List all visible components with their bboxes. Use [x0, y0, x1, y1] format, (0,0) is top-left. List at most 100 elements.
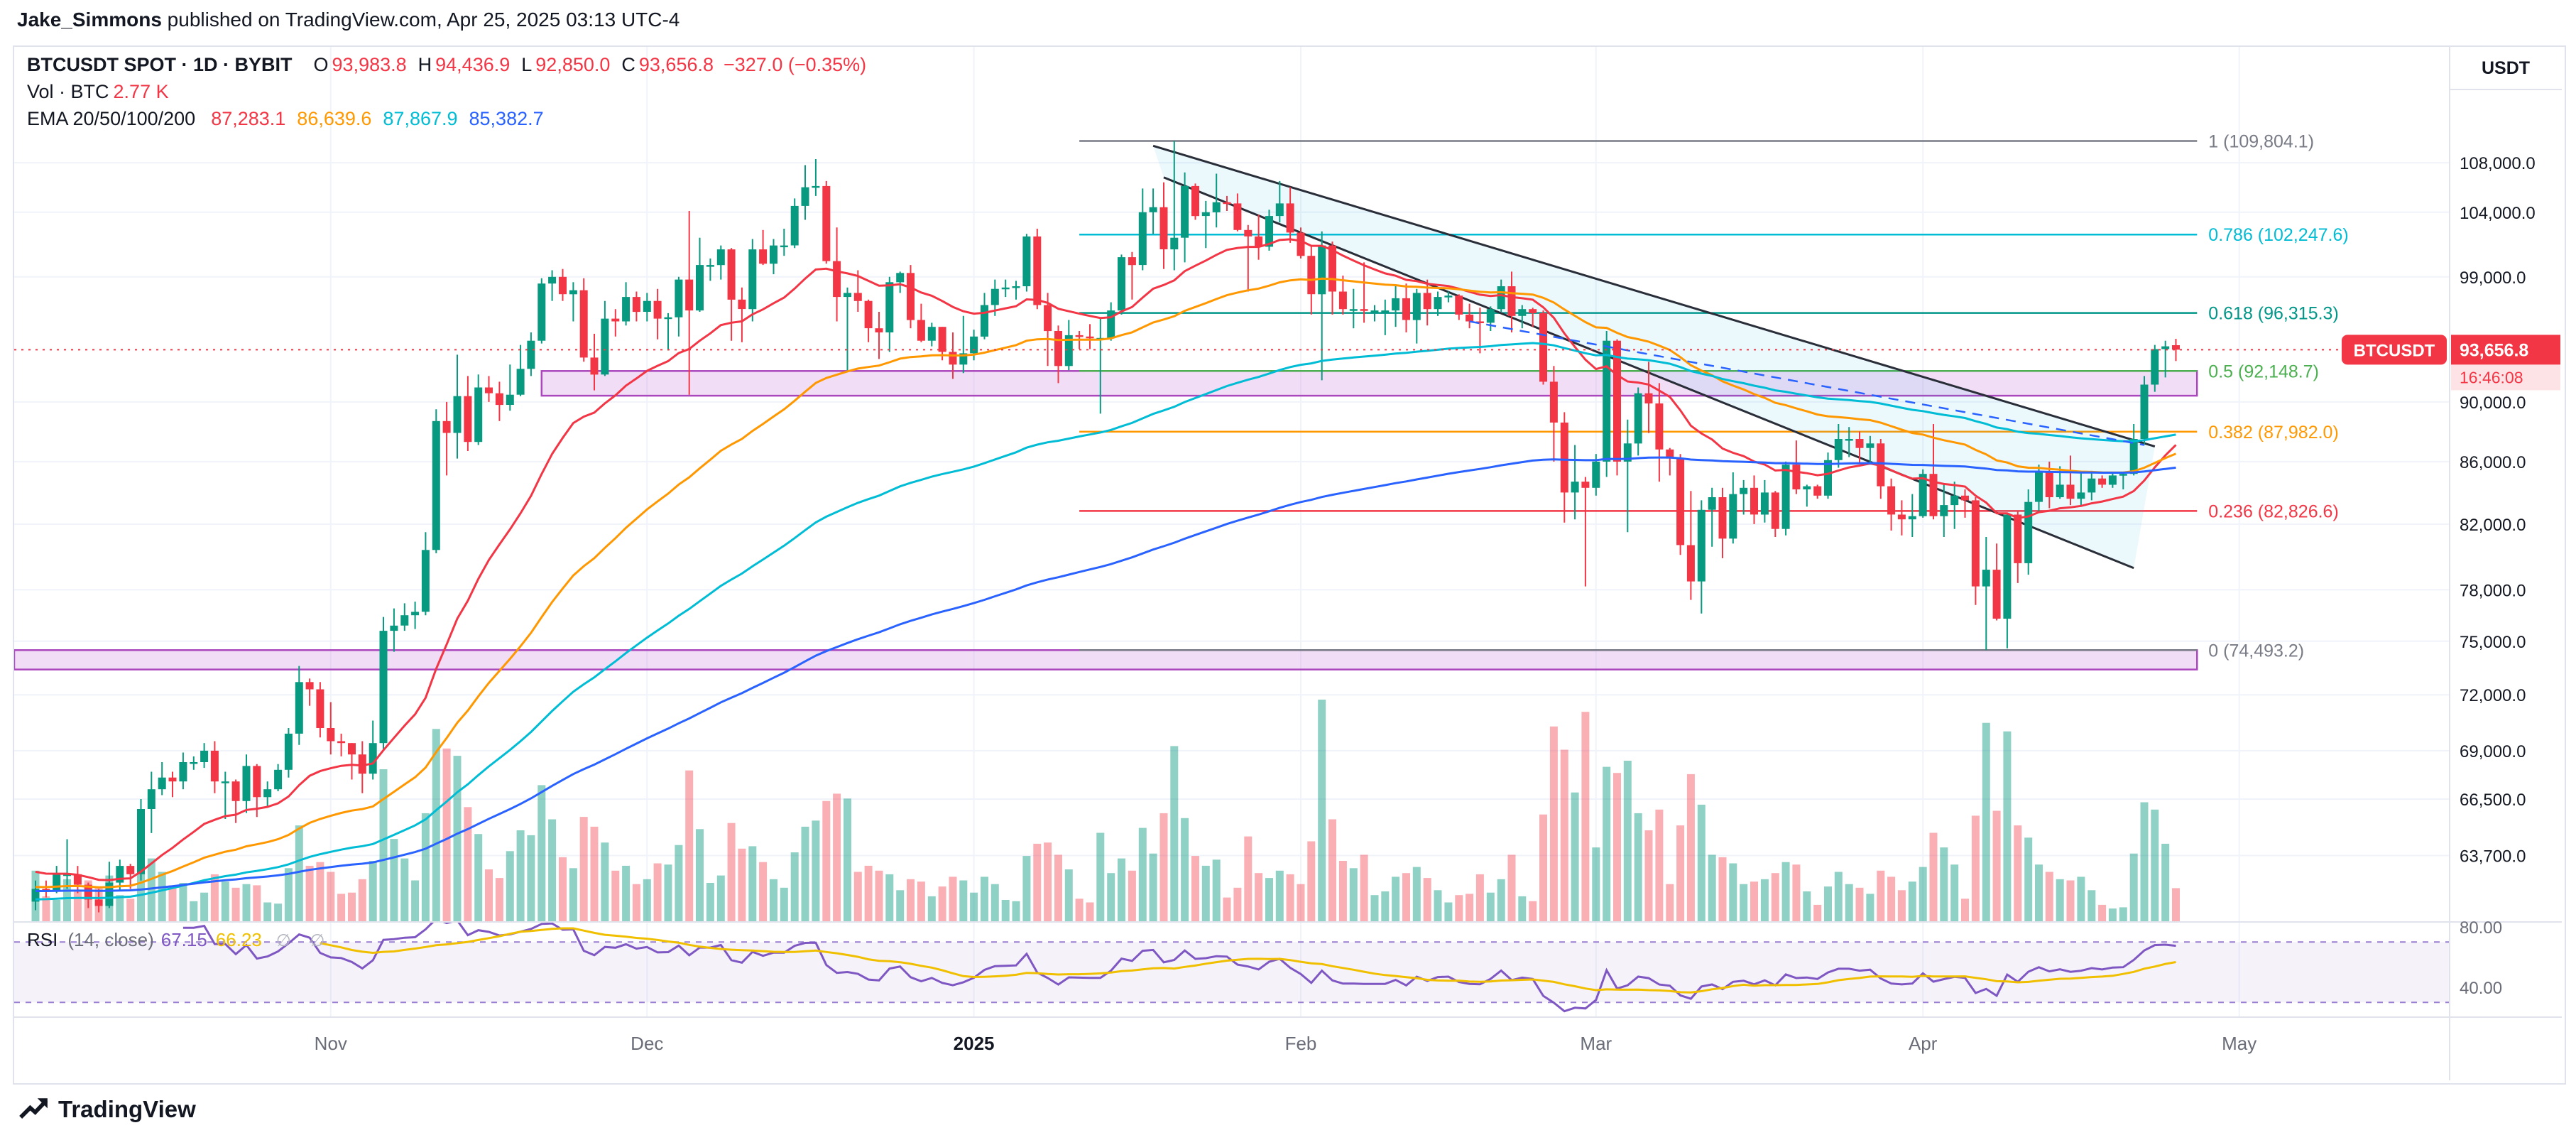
candle-body [853, 293, 862, 301]
candle-body [2151, 349, 2159, 385]
volume-bar [411, 880, 420, 922]
ema-50-line [35, 277, 2177, 889]
volume-bar [1223, 897, 1231, 922]
candle-body [390, 625, 398, 631]
candle-body [949, 352, 957, 365]
volume-bar [1349, 868, 1358, 922]
candle-body [1834, 439, 1843, 460]
candle-body [1539, 313, 1547, 382]
candle-body [632, 297, 640, 313]
volume-value: 2.77 K [113, 81, 169, 102]
legend-ema-row[interactable]: EMA 20/50/100/200 87,283.1 86,639.6 87,8… [27, 108, 866, 130]
volume-bar [738, 848, 746, 922]
candle-body [105, 882, 114, 906]
volume-bar [1623, 761, 1632, 922]
volume-bar [896, 890, 905, 922]
rsi-value: 67.15 [160, 929, 207, 950]
ema-100-line [35, 342, 2176, 901]
volume-bar [274, 903, 283, 922]
volume-bar [1760, 879, 1769, 922]
volume-bar [221, 881, 229, 922]
candle-body [337, 741, 346, 744]
candle-body [759, 249, 768, 264]
volume-bar [1086, 902, 1094, 922]
candle-body [1992, 570, 2001, 619]
volume-bar [73, 890, 82, 922]
ohlc-low-label: L [521, 54, 533, 75]
volume-bar [474, 834, 483, 922]
volume-bar [949, 876, 957, 922]
symbol-title: BTCUSDT SPOT · 1D · BYBIT [27, 54, 293, 75]
volume-bar [590, 826, 599, 922]
volume-bar [1887, 876, 1896, 922]
fib-level-label: 1 (109,804.1) [2208, 132, 2314, 152]
grid-layer [14, 47, 2450, 1017]
candle-body [221, 781, 229, 783]
legend-symbol-row[interactable]: BTCUSDT SPOT · 1D · BYBIT O 93,983.8 H 94,… [27, 54, 866, 76]
ohlc-close-label: C [621, 54, 635, 75]
candle-body [1455, 295, 1463, 315]
volume-bar [200, 892, 209, 922]
volume-bar [748, 846, 757, 922]
volume-bar [1233, 887, 1242, 922]
candle-body [1929, 474, 1938, 516]
candle-body [1181, 185, 1189, 238]
time-axis-label: 2025 [954, 1033, 995, 1054]
volume-bar [1961, 899, 1969, 922]
price-axis[interactable]: 108,000.0 104,000.0 99,000.0 90,000.0 86,000… [2450, 58, 2562, 998]
time-axis-label: Nov [315, 1033, 347, 1054]
attribution-username: Jake_Simmons [17, 9, 162, 31]
volume-bar [1697, 804, 1705, 922]
candle-body [1803, 486, 1811, 489]
candle-body [1275, 203, 1284, 217]
volume-bar [1307, 841, 1316, 922]
candle-body [1159, 207, 1168, 249]
candle-body [569, 290, 577, 295]
candle-body [844, 293, 851, 298]
volume-bar [1265, 878, 1273, 922]
volume-bar [305, 865, 314, 922]
candle-body [1581, 482, 1590, 488]
fib-level-label: 0.236 (82,826.6) [2208, 501, 2338, 521]
candle-body [790, 205, 799, 246]
time-axis[interactable]: Nov Dec 2025 Feb Mar Apr May [315, 1033, 2257, 1054]
chart-canvas[interactable]: 1 (109,804.1) 0.786 (102,247.6) 0.618 (96,… [14, 47, 2562, 1080]
candle-body [453, 396, 462, 433]
volume-bar [263, 902, 272, 922]
rsi-legend[interactable]: RSI (14, close) 67.15 66.23 ∅ ∅ [27, 929, 332, 951]
volume-bar [1529, 901, 1537, 922]
volume-bar [812, 820, 820, 922]
volume-bar [1613, 773, 1621, 922]
candle-body [1191, 185, 1199, 217]
candle-body [400, 615, 409, 626]
candle-body [474, 387, 483, 443]
volume-bar [864, 865, 873, 922]
volume-bar [706, 883, 714, 922]
volume-bar [158, 872, 166, 922]
tradingview-logo[interactable]: TradingView [18, 1094, 196, 1125]
volume-bar [179, 883, 187, 922]
volume-bar [1560, 749, 1568, 922]
candle-body [1529, 309, 1537, 313]
candle-body [664, 317, 672, 320]
candle-body [685, 279, 694, 311]
candle-body [981, 305, 988, 337]
candle-body [1644, 393, 1653, 403]
candle-body [1075, 335, 1084, 337]
candle-body [2003, 514, 2012, 619]
candle-body [1466, 314, 1474, 322]
volume-bar [1212, 859, 1221, 922]
volume-bar [1644, 830, 1653, 922]
volume-bar [1128, 870, 1136, 922]
rsi-ma-line [320, 927, 2176, 994]
volume-bar [1466, 894, 1474, 922]
volume-bar [632, 884, 640, 922]
ema20-value: 87,283.1 [211, 108, 286, 129]
volume-bar [1824, 886, 1832, 922]
descending-channel [1152, 144, 2156, 570]
candle-body [53, 874, 61, 891]
candle-body [1286, 203, 1294, 233]
legend-volume-row[interactable]: Vol · BTC 2.77 K [27, 81, 866, 103]
volume-bar [569, 868, 577, 922]
volume-bar [116, 895, 124, 922]
